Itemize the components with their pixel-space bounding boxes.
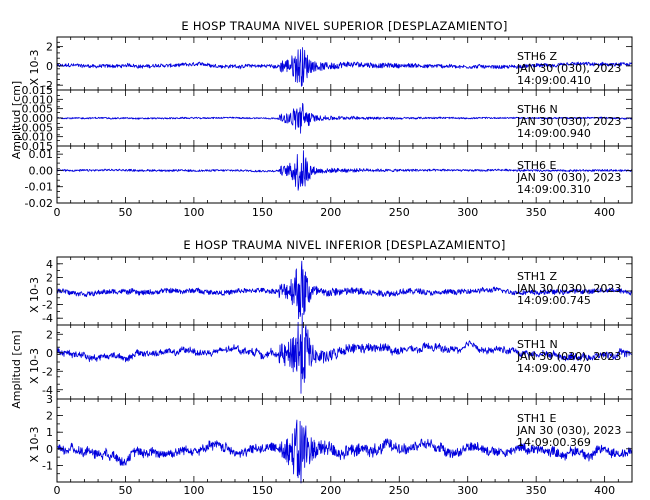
x-tick-label: 150 — [252, 484, 273, 497]
trace-info-line: STH1 Z — [517, 270, 557, 283]
y-tick-label: 2 — [46, 410, 53, 423]
waveform-line — [56, 313, 633, 394]
trace-info-line: 14:09:00.940 — [517, 127, 591, 140]
y-tick-label: 0 — [46, 60, 53, 73]
y-tick-label: -4 — [42, 312, 53, 325]
x-tick-label: 350 — [526, 484, 547, 497]
y-axis-label: Amplitud [cm] — [10, 330, 23, 408]
chart-title: E HOSP TRAUMA NIVEL INFERIOR [DESPLAZAMI… — [183, 238, 505, 252]
y-tick-label: -0.010 — [18, 131, 53, 144]
y-tick-label: 0 — [46, 347, 53, 360]
x-tick-label: 50 — [118, 206, 132, 219]
y-tick-label: 0.015 — [22, 84, 54, 97]
y-tick-label: 0 — [46, 285, 53, 298]
trace-info-line: JAN 30 (030), 2023 — [516, 424, 621, 437]
x-tick-label: 250 — [389, 484, 410, 497]
y-scale-label: X 10-3 — [28, 277, 41, 313]
trace-info-line: 14:09:00.310 — [517, 183, 591, 196]
x-tick-label: 300 — [457, 484, 478, 497]
x-tick-label: 200 — [320, 484, 341, 497]
x-tick-label: 50 — [118, 484, 132, 497]
trace-info-line: STH6 N — [517, 103, 558, 116]
waveform-line — [56, 150, 633, 191]
trace-info-line: STH6 E — [517, 159, 556, 172]
y-scale-label: X 10-3 — [28, 348, 41, 384]
y-tick-label: 2 — [46, 41, 53, 54]
trace-info-line: 14:09:00.470 — [517, 362, 591, 375]
x-tick-label: 100 — [183, 206, 204, 219]
trace-info-line: JAN 30 (030), 2023 — [516, 62, 621, 75]
y-tick-label: -2 — [42, 365, 53, 378]
chart-1: E HOSP TRAUMA NIVEL SUPERIOR [DESPLAZAMI… — [10, 19, 633, 219]
y-tick-label: 0 — [46, 443, 53, 456]
y-tick-label: -0.005 — [18, 121, 53, 134]
trace-info-line: 14:09:00.410 — [517, 74, 591, 87]
y-tick-label: 0.00 — [29, 164, 54, 177]
x-tick-label: 400 — [594, 206, 615, 219]
x-tick-label: 400 — [594, 484, 615, 497]
y-tick-label: -2 — [42, 79, 53, 92]
waveform-line — [56, 102, 633, 134]
trace-info-line: 14:09:00.745 — [517, 294, 591, 307]
y-tick-label: 4 — [46, 258, 53, 271]
y-tick-label: 3 — [46, 393, 53, 406]
chart-2: E HOSP TRAUMA NIVEL INFERIOR [DESPLAZAMI… — [10, 238, 633, 497]
waveform-line — [56, 260, 633, 320]
trace-info-line: JAN 30 (030), 2023 — [516, 282, 621, 295]
y-axis-label: Amplitud [cm] — [10, 81, 23, 159]
y-tick-label: 0.010 — [22, 93, 54, 106]
trace-info-line: JAN 30 (030), 2023 — [516, 350, 621, 363]
trace-info-line: 14:09:00.369 — [517, 436, 591, 449]
y-tick-label: 1 — [46, 426, 53, 439]
x-tick-label: 100 — [183, 484, 204, 497]
y-tick-label: 0.000 — [22, 112, 54, 125]
y-tick-label: -1 — [42, 459, 53, 472]
y-tick-label: -0.01 — [25, 181, 53, 194]
trace-info-line: STH1 N — [517, 338, 558, 351]
y-tick-label: -0.015 — [18, 140, 53, 153]
waveform-line — [56, 47, 633, 87]
y-tick-label: -4 — [42, 384, 53, 397]
y-tick-label: -0.02 — [25, 197, 53, 210]
y-tick-label: 0.005 — [22, 103, 54, 116]
trace-info-line: STH6 Z — [517, 50, 557, 63]
y-scale-label: X 10-3 — [28, 50, 41, 86]
y-tick-label: 0.01 — [29, 148, 54, 161]
trace-info-line: JAN 30 (030), 2023 — [516, 115, 621, 128]
waveform-line — [56, 419, 633, 484]
x-tick-label: 150 — [252, 206, 273, 219]
trace-info-line: STH1 E — [517, 412, 556, 425]
x-tick-label: 200 — [320, 206, 341, 219]
y-scale-label: X 10-3 — [28, 427, 41, 463]
x-tick-label: 0 — [54, 206, 61, 219]
y-tick-label: 2 — [46, 271, 53, 284]
x-tick-label: 250 — [389, 206, 410, 219]
chart-title: E HOSP TRAUMA NIVEL SUPERIOR [DESPLAZAMI… — [181, 19, 507, 33]
x-tick-label: 0 — [54, 484, 61, 497]
x-tick-label: 350 — [526, 206, 547, 219]
x-tick-label: 300 — [457, 206, 478, 219]
y-tick-label: -2 — [42, 299, 53, 312]
y-tick-label: 2 — [46, 328, 53, 341]
trace-info-line: JAN 30 (030), 2023 — [516, 171, 621, 184]
